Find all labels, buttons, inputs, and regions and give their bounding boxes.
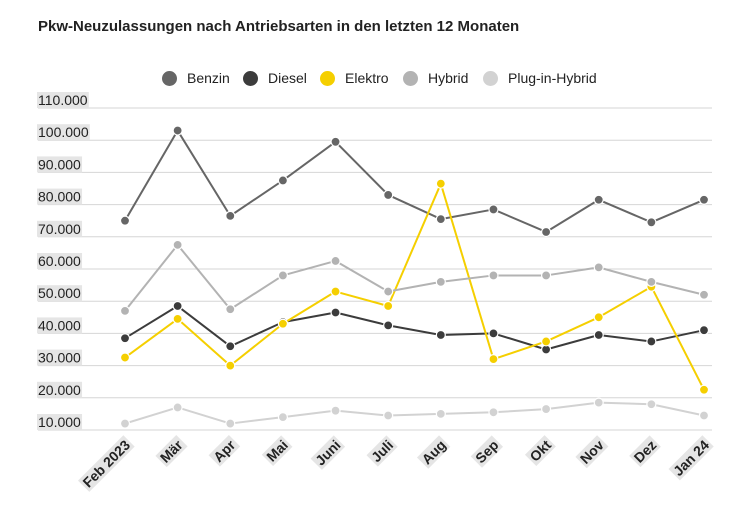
x-tick: Feb 2023 — [78, 435, 135, 492]
y-tick-label: 100.000 — [38, 124, 89, 140]
y-tick-label: 30.000 — [38, 350, 81, 366]
data-point-plug-in-hybrid — [647, 400, 656, 409]
data-point-diesel — [331, 308, 340, 317]
y-tick-label: 90.000 — [38, 156, 81, 172]
y-tick-label: 110.000 — [38, 92, 88, 108]
data-point-elektro — [121, 353, 130, 362]
series-line-plug-in-hybrid — [125, 403, 704, 424]
data-point-benzin — [226, 211, 235, 220]
data-point-plug-in-hybrid — [384, 411, 393, 420]
data-point-elektro — [331, 287, 340, 296]
data-point-hybrid — [489, 271, 498, 280]
x-axis-ticks: Feb 2023 Mär Apr Mai Juni Juli Aug Sep Okt Nov Dez… — [78, 435, 714, 492]
data-point-elektro — [542, 337, 551, 346]
data-point-hybrid — [121, 306, 130, 315]
data-point-hybrid — [226, 305, 235, 314]
series-line-diesel — [125, 306, 704, 349]
data-point-plug-in-hybrid — [278, 413, 287, 422]
data-point-benzin — [489, 205, 498, 214]
data-point-plug-in-hybrid — [121, 419, 130, 428]
x-tick: Jan 24 — [669, 435, 714, 480]
data-point-hybrid — [173, 240, 182, 249]
y-tick-label: 60.000 — [38, 253, 81, 269]
data-point-plug-in-hybrid — [173, 403, 182, 412]
x-tick-label: Jan 24 — [670, 437, 712, 479]
data-point-benzin — [594, 195, 603, 204]
series — [121, 126, 709, 428]
data-point-benzin — [331, 137, 340, 146]
data-point-plug-in-hybrid — [542, 405, 551, 414]
data-point-hybrid — [331, 256, 340, 265]
data-point-plug-in-hybrid — [226, 419, 235, 428]
series-plug-in-hybrid — [121, 398, 709, 428]
data-point-elektro — [700, 385, 709, 394]
x-tick-label: Okt — [526, 437, 554, 465]
data-point-plug-in-hybrid — [331, 406, 340, 415]
data-point-elektro — [436, 179, 445, 188]
data-point-diesel — [384, 321, 393, 330]
data-point-benzin — [278, 176, 287, 185]
data-point-elektro — [489, 355, 498, 364]
data-point-diesel — [173, 302, 182, 311]
x-tick: Aug — [417, 435, 450, 468]
y-tick-label: 20.000 — [38, 382, 81, 398]
x-tick: Mai — [262, 435, 293, 466]
data-point-elektro — [594, 313, 603, 322]
y-axis-ticks: 10.000 20.000 30.000 40.000 50.000 60.000 70.0… — [37, 92, 90, 430]
line-chart: 10.000 20.000 30.000 40.000 50.000 60.000 70.0… — [0, 0, 740, 520]
data-point-diesel — [226, 342, 235, 351]
data-point-hybrid — [647, 277, 656, 286]
data-point-benzin — [542, 227, 551, 236]
data-point-plug-in-hybrid — [594, 398, 603, 407]
x-tick: Okt — [525, 435, 556, 466]
x-tick-label: Mai — [263, 437, 291, 465]
series-line-benzin — [125, 131, 704, 232]
data-point-diesel — [121, 334, 130, 343]
y-tick-label: 40.000 — [38, 317, 81, 333]
data-point-plug-in-hybrid — [700, 411, 709, 420]
x-tick: Nov — [575, 435, 608, 468]
data-point-benzin — [647, 218, 656, 227]
data-point-elektro — [173, 314, 182, 323]
data-point-benzin — [121, 216, 130, 225]
data-point-benzin — [384, 190, 393, 199]
data-point-diesel — [489, 329, 498, 338]
data-point-hybrid — [384, 287, 393, 296]
y-tick-label: 50.000 — [38, 285, 81, 301]
data-point-benzin — [436, 215, 445, 224]
data-point-elektro — [226, 361, 235, 370]
data-point-diesel — [436, 331, 445, 340]
x-tick: Juli — [367, 435, 398, 466]
y-tick-label: 70.000 — [38, 221, 81, 237]
y-tick-label: 80.000 — [38, 189, 81, 205]
data-point-benzin — [700, 195, 709, 204]
data-point-hybrid — [436, 277, 445, 286]
x-tick: Apr — [209, 435, 241, 467]
data-point-diesel — [594, 331, 603, 340]
series-benzin — [121, 126, 709, 236]
data-point-benzin — [173, 126, 182, 135]
data-point-hybrid — [542, 271, 551, 280]
x-tick: Mär — [155, 435, 187, 467]
data-point-elektro — [278, 319, 287, 328]
y-tick-label: 10.000 — [38, 414, 81, 430]
x-tick-label: Feb 2023 — [79, 437, 133, 491]
data-point-elektro — [384, 302, 393, 311]
data-point-plug-in-hybrid — [489, 408, 498, 417]
data-point-hybrid — [700, 290, 709, 299]
data-point-plug-in-hybrid — [436, 409, 445, 418]
grid — [38, 108, 712, 430]
data-point-hybrid — [594, 263, 603, 272]
data-point-diesel — [700, 326, 709, 335]
data-point-diesel — [647, 337, 656, 346]
x-tick: Dez — [629, 435, 661, 467]
x-tick: Sep — [471, 435, 503, 467]
data-point-hybrid — [278, 271, 287, 280]
x-tick: Juni — [311, 435, 345, 469]
